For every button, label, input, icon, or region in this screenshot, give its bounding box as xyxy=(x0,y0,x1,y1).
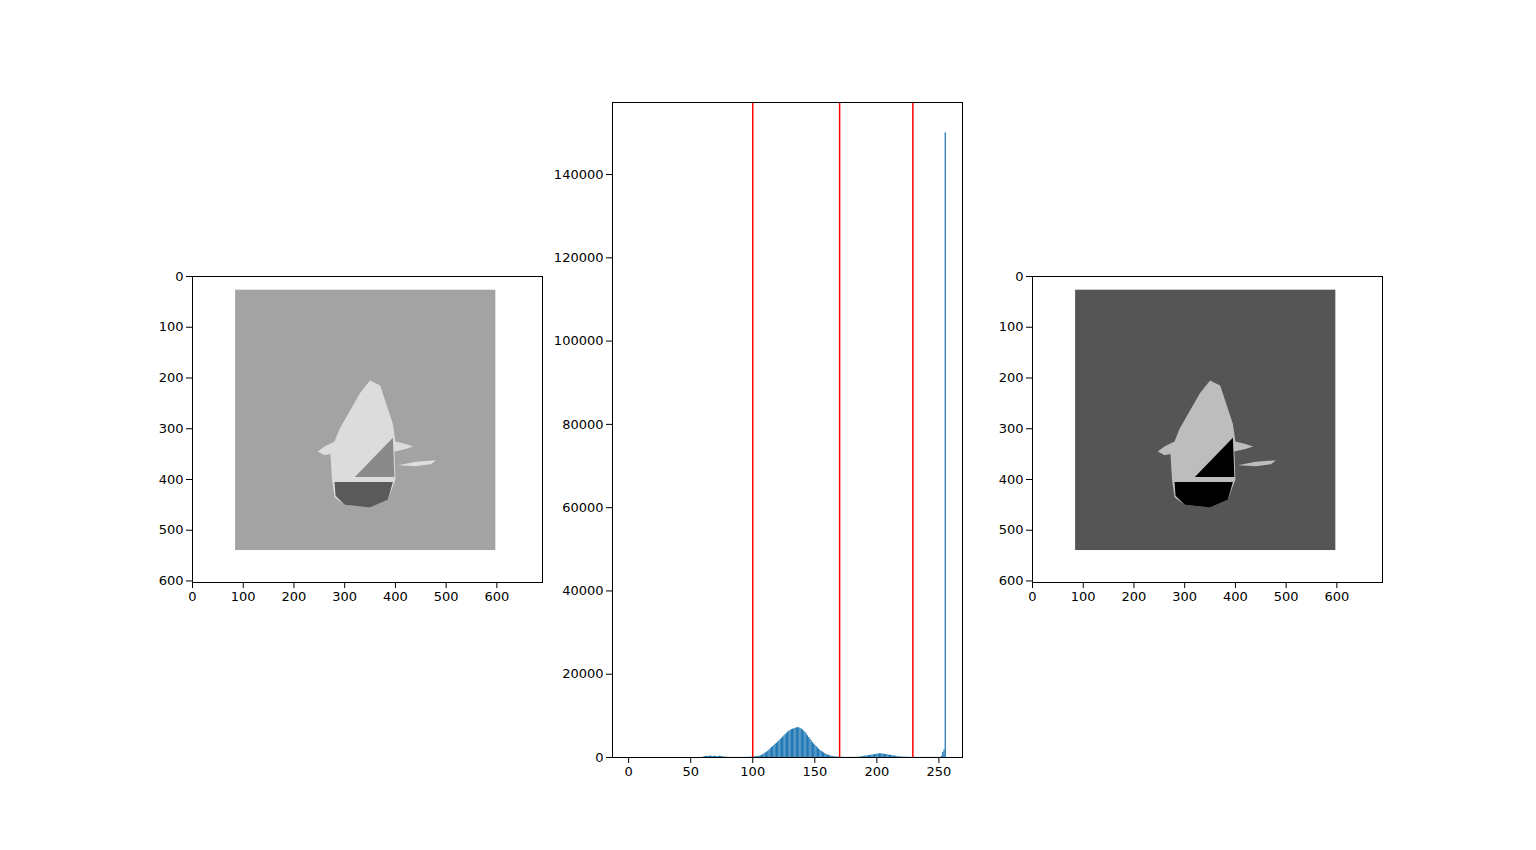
svg-text:250: 250 xyxy=(927,764,952,779)
svg-text:0: 0 xyxy=(175,269,183,284)
svg-text:600: 600 xyxy=(159,573,184,588)
svg-text:0: 0 xyxy=(624,764,632,779)
svg-text:100: 100 xyxy=(1071,589,1096,604)
svg-text:100: 100 xyxy=(231,589,256,604)
svg-text:600: 600 xyxy=(1324,589,1349,604)
svg-text:400: 400 xyxy=(999,472,1024,487)
svg-text:300: 300 xyxy=(999,421,1024,436)
svg-text:500: 500 xyxy=(999,522,1024,537)
svg-text:0: 0 xyxy=(1028,589,1036,604)
svg-text:20000: 20000 xyxy=(562,666,603,681)
svg-text:200: 200 xyxy=(1122,589,1147,604)
svg-text:100: 100 xyxy=(999,319,1024,334)
svg-text:200: 200 xyxy=(282,589,307,604)
svg-text:50: 50 xyxy=(682,764,699,779)
svg-text:100: 100 xyxy=(159,319,184,334)
svg-text:500: 500 xyxy=(159,522,184,537)
svg-text:0: 0 xyxy=(188,589,196,604)
svg-text:120000: 120000 xyxy=(554,250,604,265)
svg-text:140000: 140000 xyxy=(554,167,604,182)
svg-text:600: 600 xyxy=(484,589,509,604)
svg-text:400: 400 xyxy=(159,472,184,487)
svg-text:400: 400 xyxy=(1223,589,1248,604)
svg-text:300: 300 xyxy=(159,421,184,436)
svg-text:100: 100 xyxy=(740,764,765,779)
svg-text:0: 0 xyxy=(595,750,603,765)
svg-text:500: 500 xyxy=(1274,589,1299,604)
svg-text:200: 200 xyxy=(159,370,184,385)
svg-text:600: 600 xyxy=(999,573,1024,588)
svg-text:300: 300 xyxy=(332,589,357,604)
svg-text:40000: 40000 xyxy=(562,583,603,598)
svg-text:400: 400 xyxy=(383,589,408,604)
svg-text:200: 200 xyxy=(999,370,1024,385)
svg-text:60000: 60000 xyxy=(562,500,603,515)
svg-text:500: 500 xyxy=(434,589,459,604)
svg-text:200: 200 xyxy=(864,764,889,779)
svg-text:80000: 80000 xyxy=(562,417,603,432)
svg-text:100000: 100000 xyxy=(554,333,604,348)
svg-text:150: 150 xyxy=(802,764,827,779)
svg-text:0: 0 xyxy=(1015,269,1023,284)
svg-text:300: 300 xyxy=(1172,589,1197,604)
